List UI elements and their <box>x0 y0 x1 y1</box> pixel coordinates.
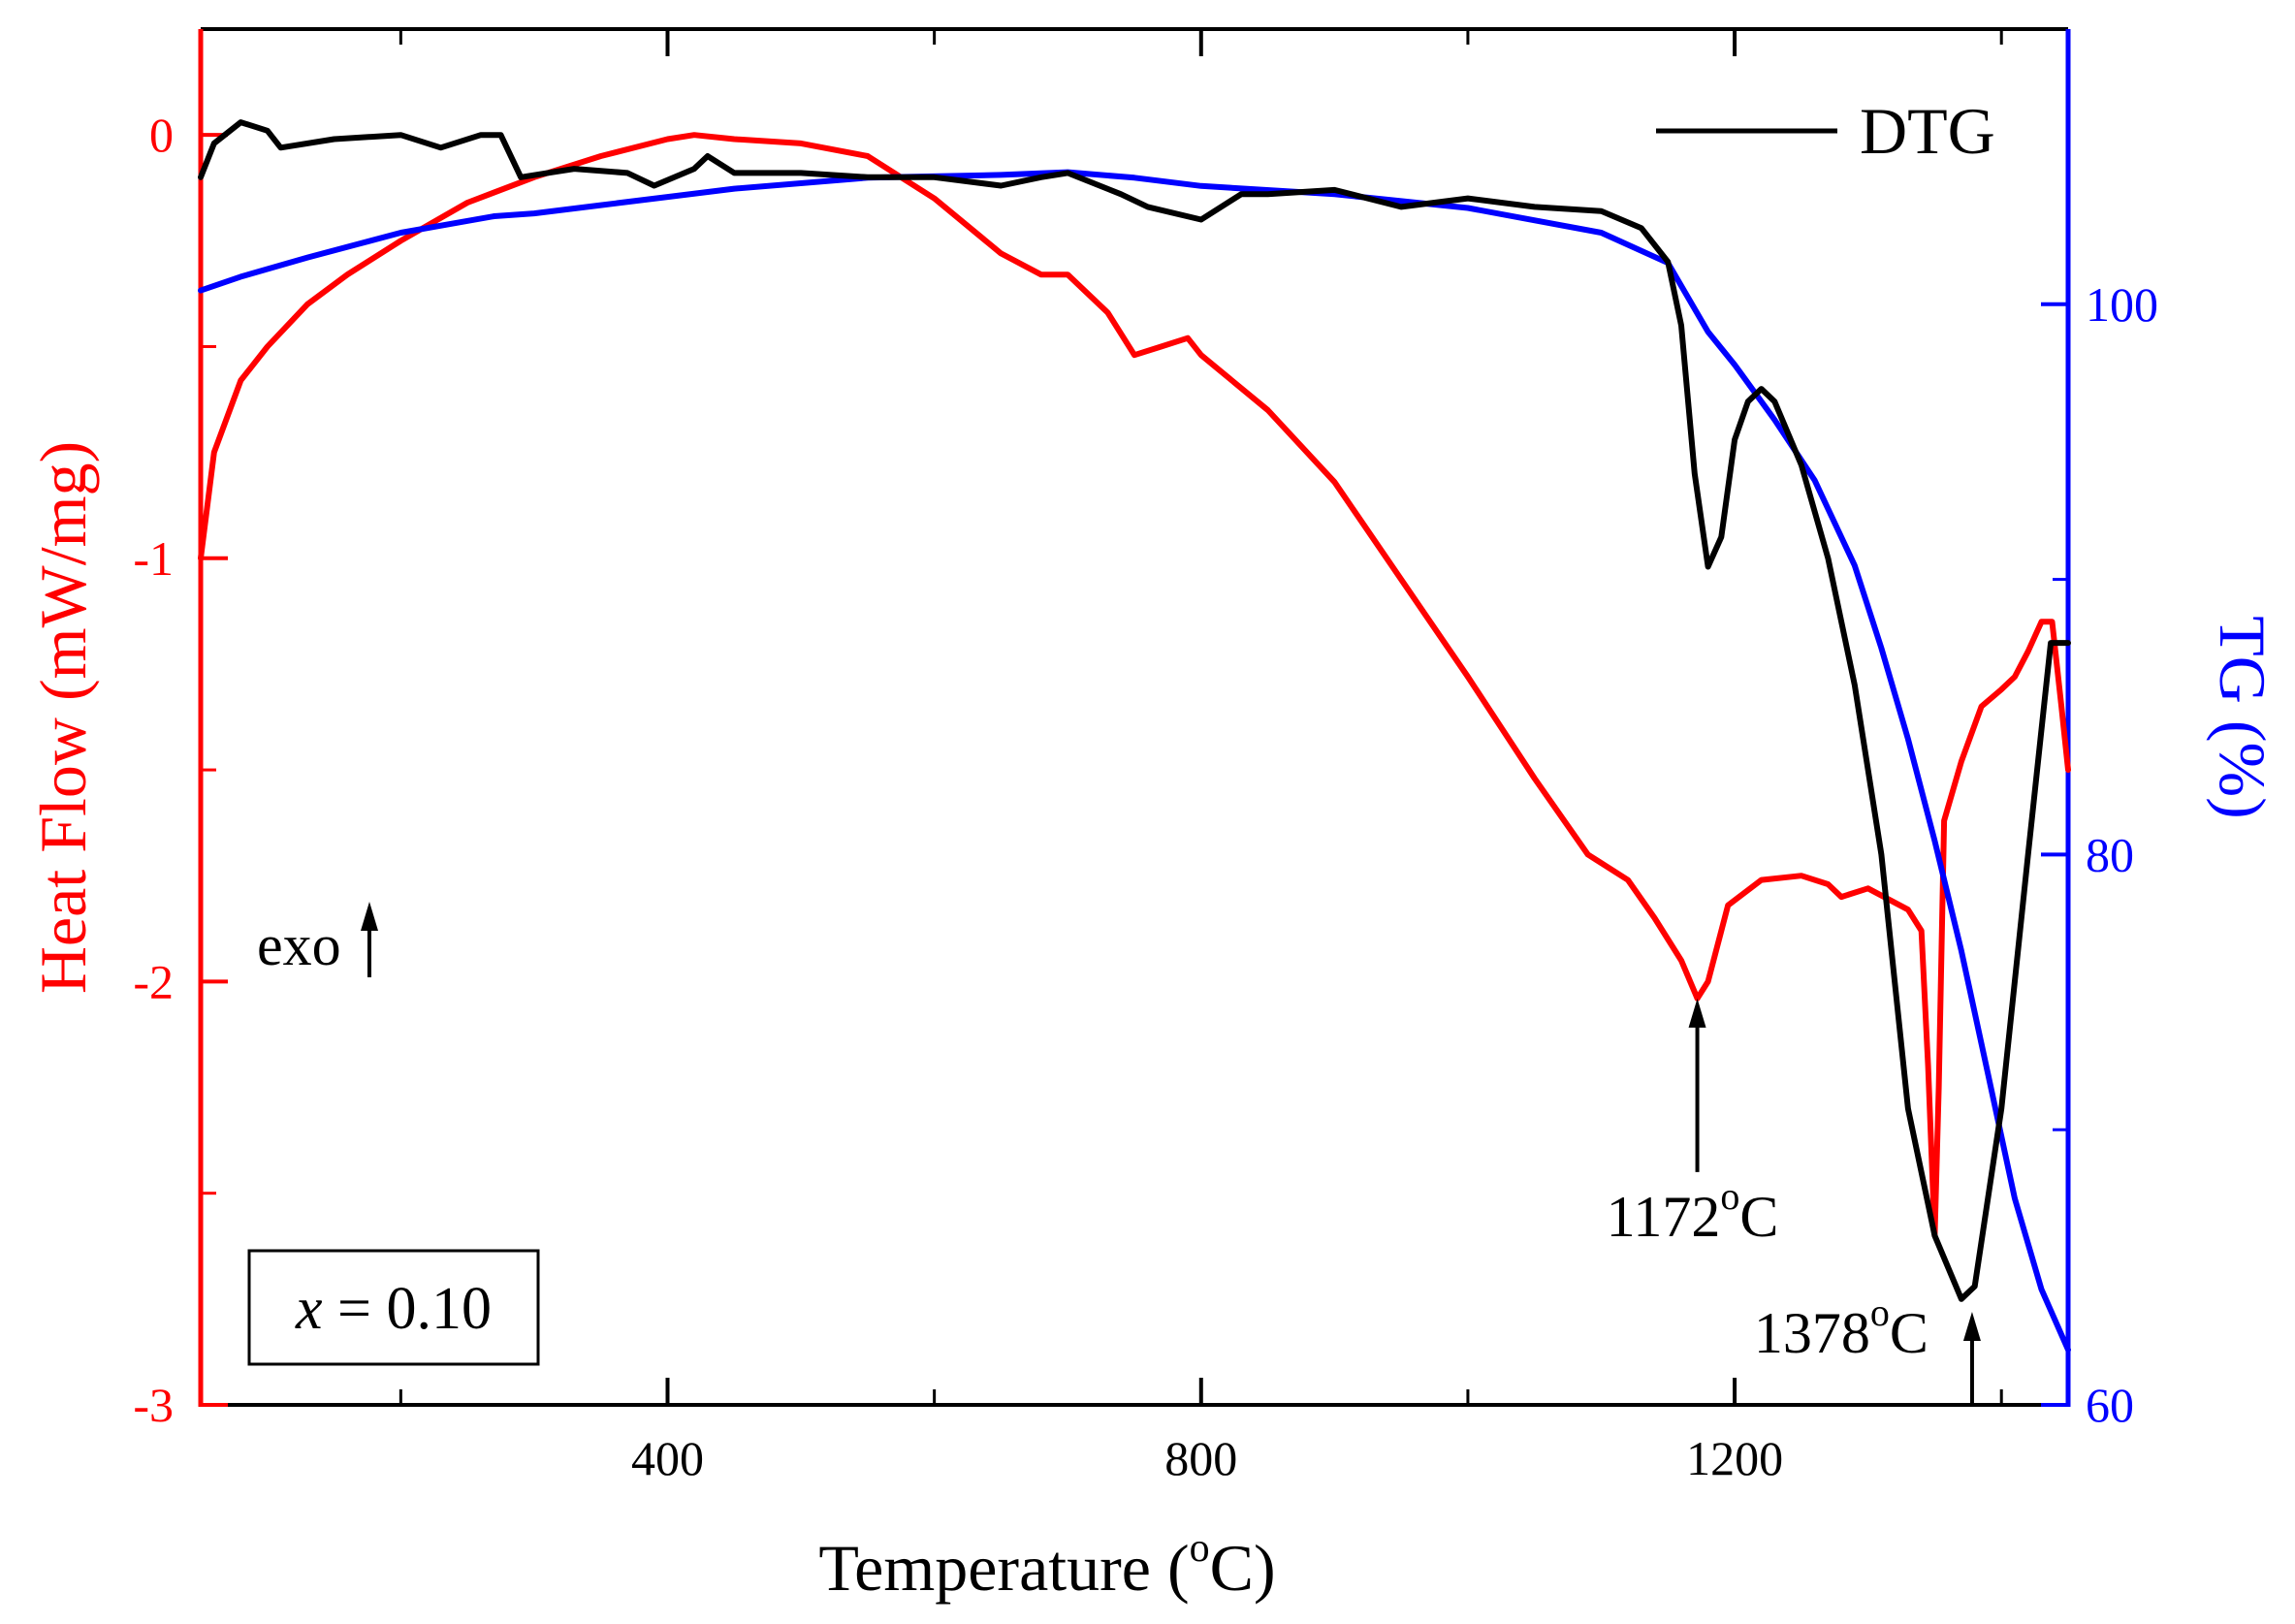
series-dtg-line <box>198 119 2071 1302</box>
exo-arrow <box>361 902 378 977</box>
right-axis-tick-labels: 100 80 60 <box>2086 277 2158 1432</box>
right-axis-ticks <box>2041 302 2068 1407</box>
series-tg-line <box>198 169 2071 1353</box>
composition-box <box>247 1249 540 1366</box>
x-axis-tick-labels: 400 800 1200 <box>631 1431 1783 1485</box>
annotation-arrow-1172 <box>1688 998 1706 1172</box>
composition-label: x = 0.10 <box>295 1276 492 1342</box>
x-tick-label-400: 400 <box>631 1431 704 1485</box>
right-tick-label-80: 80 <box>2086 827 2134 881</box>
x-axis-title: Temperature (oC) <box>818 1526 1275 1605</box>
annotation-arrow-1378 <box>1962 1311 1981 1405</box>
annotation-1378: 1378oC <box>1754 1290 1928 1365</box>
x-axis-ticks <box>398 29 2003 1405</box>
right-axis-title: TG (%) <box>2206 616 2279 819</box>
left-tick-label-2: -2 <box>133 954 174 1008</box>
right-tick-label-60: 60 <box>2086 1378 2134 1432</box>
exo-label: exo <box>257 913 341 977</box>
left-tick-label-3: -3 <box>133 1378 174 1432</box>
x-tick-label-800: 800 <box>1164 1431 1237 1485</box>
left-axis-tick-labels: 0 -1 -2 -3 <box>133 108 174 1432</box>
left-axis-ticks <box>201 133 228 1407</box>
left-tick-label-1: -1 <box>133 531 174 586</box>
right-tick-label-100: 100 <box>2086 277 2158 332</box>
series-dsc-line <box>198 132 2071 1239</box>
annotation-1172: 1172oC <box>1607 1174 1779 1249</box>
x-tick-label-1200: 1200 <box>1686 1431 1783 1485</box>
left-axis-title: Heat Flow (mW/mg) <box>26 441 100 994</box>
legend-dtg-label: DTG <box>1860 94 1995 168</box>
left-tick-label-0: 0 <box>149 108 174 162</box>
series-layer <box>198 119 2071 1353</box>
